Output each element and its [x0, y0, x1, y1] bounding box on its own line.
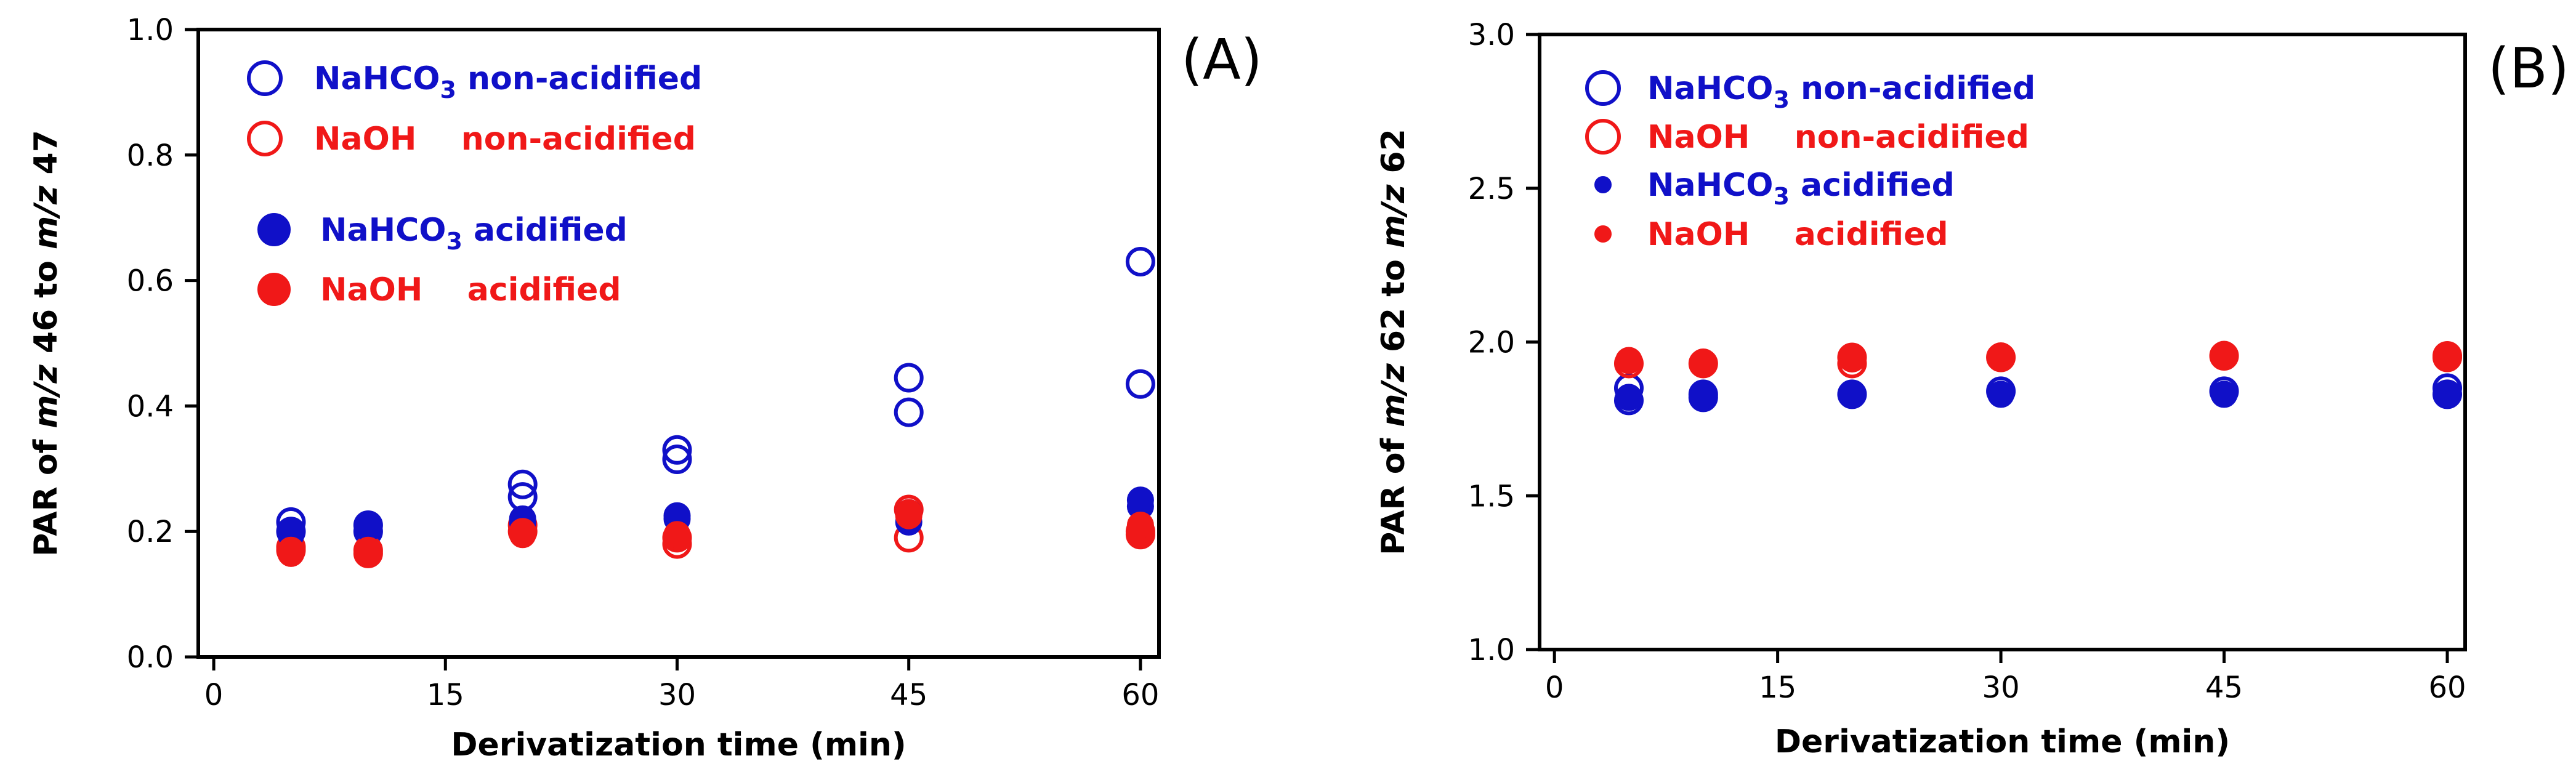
x-axis-title: Derivatization time (min) — [451, 727, 906, 763]
legend-label: NaOH acidified — [320, 272, 621, 308]
data-point — [1615, 347, 1642, 374]
x-tick-label: 60 — [1121, 678, 1159, 712]
x-tick-label: 15 — [1759, 670, 1796, 705]
legend-label: NaOH acidified — [1647, 216, 1948, 253]
plot-frame — [196, 28, 1161, 659]
y-tick-label: 0.4 — [127, 389, 174, 424]
legend-entry: NaOH non-acidified — [247, 121, 696, 158]
legend-marker — [1585, 70, 1621, 106]
legend-label: NaHCO3 non-acidified — [314, 60, 702, 103]
data-point — [1987, 380, 2015, 408]
legend-marker — [1585, 119, 1621, 155]
legend-marker — [1594, 225, 1612, 243]
data-point — [2434, 380, 2461, 408]
data-point — [1689, 384, 1717, 411]
legend-label: NaHCO3 non-acidified — [1647, 70, 2035, 113]
data-point — [894, 397, 924, 427]
data-point — [1126, 486, 1154, 514]
legend-label: NaHCO3 acidified — [1647, 167, 1955, 210]
y-tick-label: 0.6 — [127, 264, 174, 299]
data-point — [2434, 342, 2461, 369]
legend-label: NaOH non-acidified — [314, 121, 696, 158]
data-point — [354, 536, 382, 564]
data-point — [894, 363, 924, 393]
x-axis-title: Derivatization time (min) — [1775, 723, 2230, 760]
series-naoh-acidified — [277, 499, 1154, 567]
legend-entry: NaHCO3 acidified — [257, 212, 628, 255]
series-naoh-acidified — [1615, 340, 2461, 376]
panel-label: (B) — [2488, 36, 2569, 101]
data-point — [663, 521, 691, 549]
legend-label: NaOH non-acidified — [1647, 119, 2029, 156]
y-tick-label: 1.0 — [1468, 633, 1515, 667]
legend-marker — [247, 121, 283, 156]
data-point — [1838, 345, 1866, 372]
data-point — [1126, 512, 1154, 539]
data-point — [662, 435, 692, 465]
x-tick-label: 60 — [2428, 670, 2466, 705]
series-nahco3-acidified — [1615, 380, 2461, 411]
legend-marker — [1594, 176, 1612, 193]
data-point — [1125, 369, 1155, 399]
data-point — [2210, 340, 2238, 368]
y-tick-label: 0.2 — [127, 515, 174, 549]
legend-entry: NaHCO3 acidified — [1594, 167, 1955, 210]
legend-marker — [257, 213, 291, 246]
data-point — [2210, 380, 2238, 408]
y-tick-label: 3.0 — [1468, 18, 1515, 52]
data-point — [1689, 348, 1717, 376]
y-tick-label: 2.0 — [1468, 326, 1515, 360]
y-tick-label: 1.5 — [1468, 479, 1515, 513]
data-point — [354, 512, 382, 539]
legend-label: NaHCO3 acidified — [320, 212, 628, 255]
y-tick-label: 0.0 — [127, 640, 174, 675]
data-point — [507, 469, 538, 499]
data-point — [509, 518, 536, 546]
x-tick-label: 15 — [427, 678, 464, 712]
data-point — [1987, 342, 2015, 369]
legend-entry: NaHCO3 non-acidified — [247, 60, 702, 103]
x-tick-label: 45 — [890, 678, 927, 712]
legend-marker — [257, 273, 291, 306]
data-point — [1615, 384, 1642, 411]
series-naoh-non-acidified — [1613, 340, 2463, 379]
legend-entry: NaHCO3 non-acidified — [1585, 70, 2035, 113]
panel-a: 0.0 0.2 0.4 0.6 0.8 1.0 0 15 30 45 60 Derivatizatio… — [28, 13, 1262, 763]
panel-label: (A) — [1181, 28, 1262, 92]
x-tick-label: 30 — [1982, 670, 2020, 705]
data-point — [662, 445, 692, 475]
series-nahco3-non-acidified — [1613, 373, 2463, 416]
x-tick-label: 0 — [1545, 670, 1564, 705]
y-axis-title: PAR of m/z 62 to m/z 62 — [1375, 129, 1412, 555]
x-tick-label: 30 — [658, 678, 696, 712]
y-axis-title: PAR of m/z 46 to m/z 47 — [28, 130, 65, 557]
data-point — [1125, 247, 1155, 277]
x-tick-label: 0 — [204, 678, 224, 712]
data-point — [277, 536, 305, 564]
series-nahco3-acidified — [277, 486, 1154, 549]
series-naoh-non-acidified — [276, 494, 1155, 568]
legend-marker — [247, 60, 283, 96]
data-point — [895, 499, 923, 526]
data-point — [1838, 380, 1866, 408]
legend-entry: NaOH non-acidified — [1585, 119, 2029, 156]
y-tick-label: 1.0 — [127, 13, 174, 47]
legend-entry: NaOH acidified — [1594, 216, 1948, 253]
legend-entry: NaOH acidified — [257, 272, 621, 308]
y-tick-label: 2.5 — [1468, 172, 1515, 206]
panel-b: 1.0 1.5 2.0 2.5 3.0 0 15 30 45 60 Derivatization t… — [1375, 18, 2569, 760]
x-tick-label: 45 — [2205, 670, 2243, 705]
y-tick-label: 0.8 — [127, 139, 174, 173]
